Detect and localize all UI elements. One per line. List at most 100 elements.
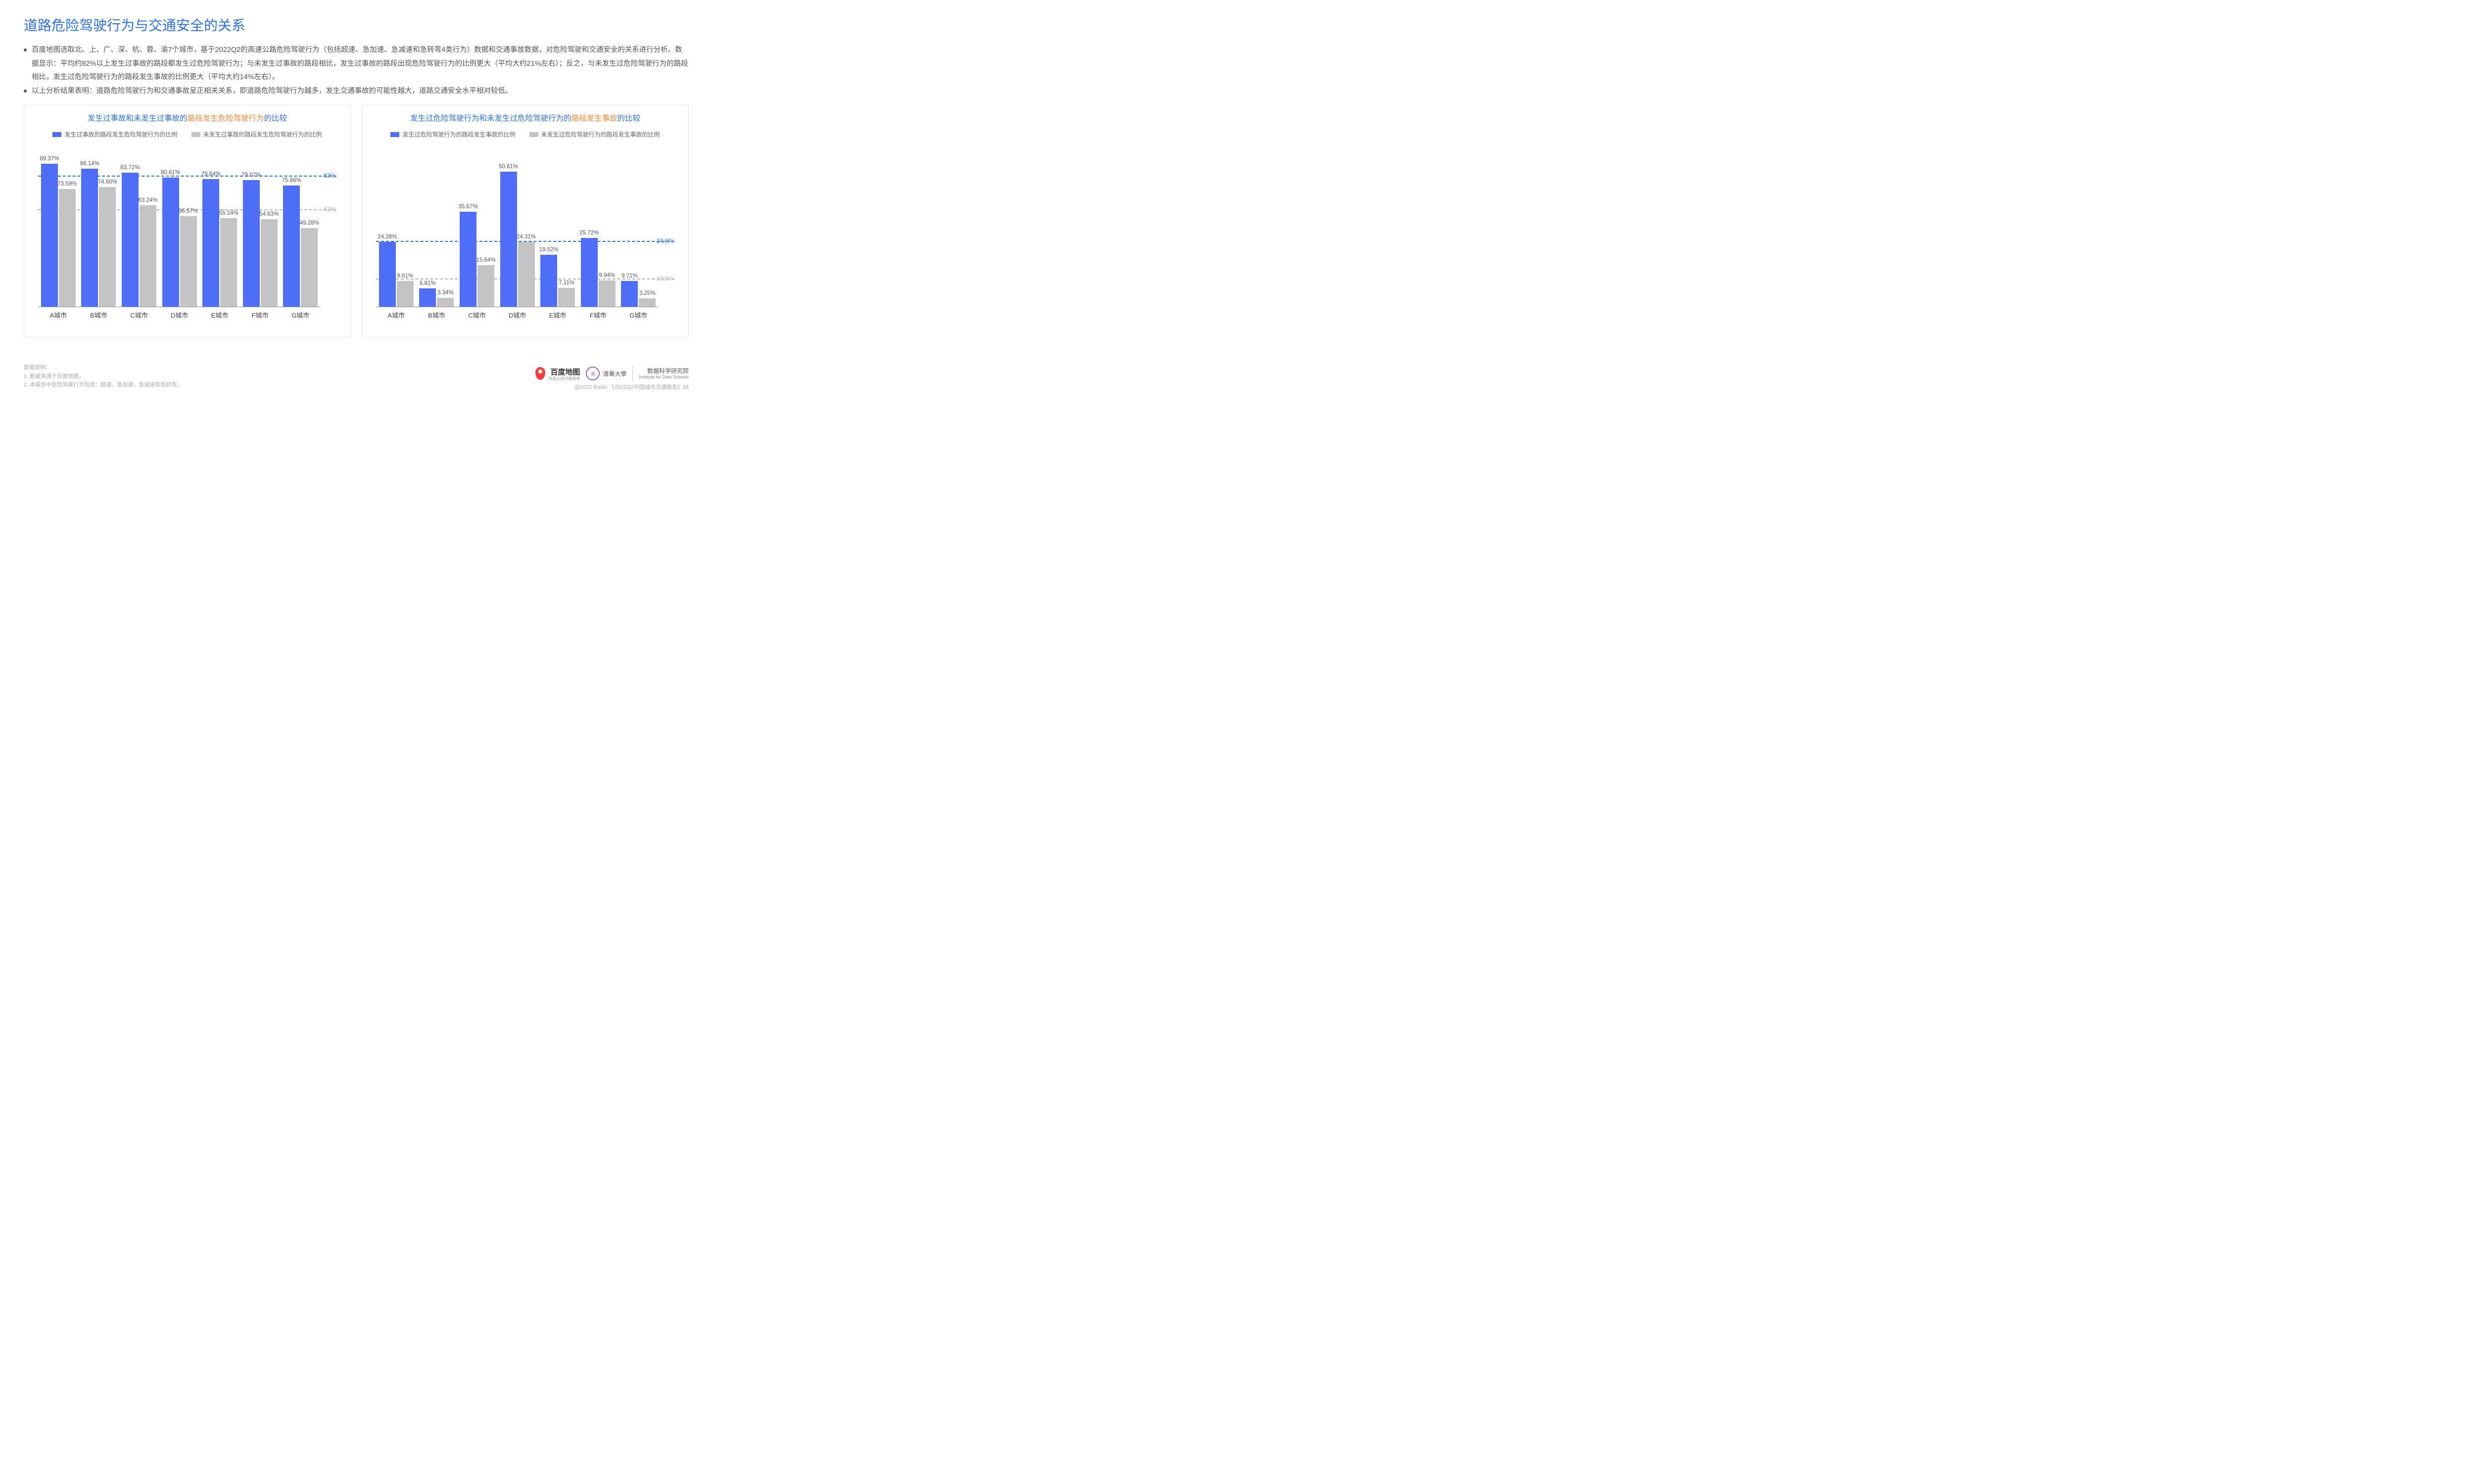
legend-item-2: 未发生过危险驾驶行为的路段发生事故的比例 (529, 130, 660, 139)
logo-divider (632, 366, 633, 381)
chart-title: 发生过事故和未发生过事故的路段发生危险驾驶行为的比较 (34, 112, 340, 123)
bar-value-label: 63.24% (138, 197, 157, 203)
bar-value-label: 3.25% (639, 290, 656, 296)
bar-group: 9.71%3.25% (618, 146, 659, 307)
bar-value-label: 80.61% (161, 170, 180, 176)
bar: 89.37% (41, 164, 58, 307)
x-tick-label: F城市 (578, 307, 618, 320)
baidu-sub: 科技让出行更简单 (548, 377, 580, 381)
bar: 79.07% (243, 180, 260, 307)
notes-head: 数据说明： (24, 364, 182, 372)
bar-value-label: 49.28% (300, 220, 319, 226)
bar-group: 79.64%55.24% (199, 146, 240, 307)
bar: 79.64% (202, 179, 219, 307)
bar-value-label: 15.64% (476, 257, 495, 263)
bar-group: 83.72%63.24% (119, 146, 159, 307)
x-tick-label: G城市 (618, 307, 659, 320)
bar-value-label: 9.71% (621, 273, 638, 279)
bar: 9.61% (397, 281, 414, 307)
plot-area: 82%61%89.37%73.59%86.14%74.60%83.72%63.2… (38, 146, 336, 320)
tsinghua-logo: 清 清華大學 (586, 367, 626, 380)
copyright: @2022 Baidu 《2022Q2中国城市交通报告》26 (535, 383, 689, 391)
bar: 35.67% (460, 212, 476, 307)
bar-group: 6.81%3.34% (417, 146, 457, 307)
bar-group: 80.61%56.57% (159, 146, 200, 307)
bar: 3.34% (437, 298, 454, 307)
bar-group: 79.07%54.63% (240, 146, 281, 307)
bar: 80.61% (162, 178, 179, 307)
bullet-1: 百度地图选取北、上、广、深、杭、蓉、渝7个城市，基于2022Q2的高速公路危险驾… (24, 44, 689, 85)
x-tick-label: E城市 (199, 307, 240, 320)
bar-value-label: 79.07% (241, 172, 261, 178)
bar: 24.31% (518, 242, 535, 307)
bar-value-label: 74.60% (98, 179, 117, 185)
chart-right: 发生过危险驾驶行为和未发生过危险驾驶行为的路段发生事故的比较发生过危险驾驶行为的… (362, 105, 689, 337)
tsinghua-text: 清華大學 (603, 370, 626, 378)
bar: 9.94% (599, 280, 616, 307)
x-tick-label: E城市 (537, 307, 578, 320)
reference-label: 24.6% (657, 237, 673, 244)
data-notes: 数据说明： 1. 数据来源于百度地图。 2. 本报告中危险驾驶行为包括：超速、急… (24, 364, 182, 390)
reference-label: 61% (324, 206, 335, 213)
x-tick-label: D城市 (159, 307, 200, 320)
footer: 百度地图 科技让出行更简单 清 清華大學 数据科学研究院 Institute f… (535, 366, 689, 391)
bullet-list: 百度地图选取北、上、广、深、杭、蓉、渝7个城市，基于2022Q2的高速公路危险驾… (24, 44, 689, 98)
bar: 75.66% (283, 186, 300, 307)
inst-en: Institute for Data Science (639, 374, 689, 379)
tsinghua-seal-icon: 清 (586, 367, 600, 380)
bar: 63.24% (140, 205, 156, 307)
reference-label: 82% (324, 172, 335, 179)
page-title: 道路危险驾驶行为与交通安全的关系 (24, 15, 689, 35)
bar-value-label: 56.57% (179, 208, 198, 214)
bar: 49.28% (301, 228, 318, 307)
x-tick-label: C城市 (119, 307, 159, 320)
x-axis: A城市B城市C城市D城市E城市F城市G城市 (376, 307, 659, 320)
bar: 56.57% (180, 216, 197, 307)
notes-1: 1. 数据来源于百度地图。 (24, 372, 182, 381)
x-tick-label: F城市 (240, 307, 281, 320)
bar-value-label: 9.61% (397, 273, 413, 279)
bar-group: 86.14%74.60% (79, 146, 119, 307)
bar: 83.72% (122, 173, 139, 307)
bar-value-label: 79.64% (201, 171, 221, 177)
reference-label: 10.5% (657, 275, 673, 282)
x-tick-label: B城市 (79, 307, 119, 320)
bar: 9.71% (621, 281, 638, 307)
bar: 86.14% (81, 169, 98, 307)
bar: 6.81% (419, 288, 436, 307)
baidu-logo: 百度地图 科技让出行更简单 (535, 367, 580, 381)
map-pin-icon (535, 367, 545, 380)
chart-title: 发生过危险驾驶行为和未发生过危险驾驶行为的路段发生事故的比较 (372, 112, 678, 123)
bar-group: 50.61%24.31% (497, 146, 538, 307)
chart-legend: 发生过事故的路段发生危险驾驶行为的比例未发生过事故的路段发生危险驾驶行为的比例 (34, 130, 340, 139)
bar: 19.52% (540, 255, 557, 307)
bar-value-label: 55.24% (219, 210, 238, 216)
baidu-text: 百度地图 (550, 368, 580, 376)
bar-value-label: 6.81% (420, 280, 436, 286)
bar: 74.60% (99, 187, 116, 307)
x-tick-label: A城市 (376, 307, 417, 320)
bar-value-label: 7.11% (559, 280, 574, 286)
x-tick-label: D城市 (497, 307, 538, 320)
bar-value-label: 54.63% (259, 211, 279, 217)
legend-item-2: 未发生过事故的路段发生危险驾驶行为的比例 (191, 130, 322, 139)
chart-left: 发生过事故和未发生过事故的路段发生危险驾驶行为的比较发生过事故的路段发生危险驾驶… (24, 105, 351, 337)
x-tick-label: B城市 (417, 307, 457, 320)
notes-2: 2. 本报告中危险驾驶行为包括：超速、急加速、急减速和急转弯。 (24, 381, 182, 390)
plot-area: 24.6%10.5%24.28%9.61%6.81%3.34%35.67%15.… (376, 146, 674, 320)
bar-value-label: 3.34% (437, 290, 454, 296)
bar-value-label: 19.52% (539, 247, 559, 253)
bar-value-label: 83.72% (120, 165, 140, 171)
bar-value-label: 35.67% (458, 204, 477, 210)
inst-cn: 数据科学研究院 (639, 368, 689, 374)
bar: 50.61% (500, 172, 517, 307)
chart-legend: 发生过危险驾驶行为的路段发生事故的比例未发生过危险驾驶行为的路段发生事故的比例 (372, 130, 678, 139)
x-tick-label: A城市 (38, 307, 79, 320)
bar-value-label: 75.66% (282, 178, 301, 184)
bullet-2: 以上分析结果表明：道路危险驾驶行为和交通事故呈正相关关系，即道路危险驾驶行为越多… (24, 85, 689, 98)
bar: 3.25% (639, 298, 656, 307)
bar-group: 19.52%7.11% (537, 146, 578, 307)
x-tick-label: G城市 (280, 307, 321, 320)
bar-value-label: 24.31% (517, 234, 536, 240)
bar: 55.24% (220, 218, 237, 307)
